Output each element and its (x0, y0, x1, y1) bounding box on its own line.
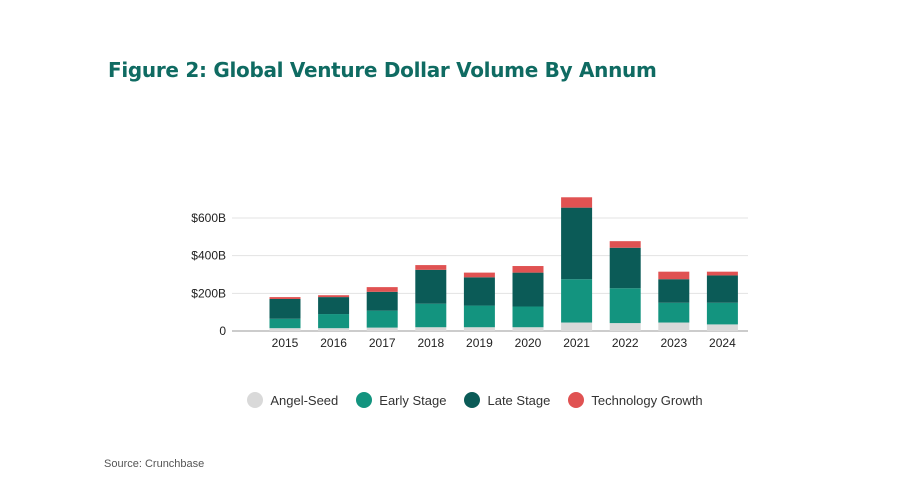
bar-segment-early-stage (512, 306, 544, 328)
x-tick-label: 2020 (515, 336, 542, 350)
y-tick-label: $600B (191, 211, 226, 225)
y-tick-label: $200B (191, 286, 226, 300)
bar-segment-late-stage (609, 247, 641, 289)
chart-title: Figure 2: Global Venture Dollar Volume B… (108, 58, 657, 82)
bar-segment-angel-seed (463, 327, 495, 331)
legend-swatch-angel-seed (247, 392, 264, 408)
legend-swatch-technology-growth (568, 392, 585, 408)
bar-segment-angel-seed (415, 327, 447, 331)
x-tick-label: 2024 (709, 336, 736, 350)
x-tick-label: 2021 (563, 336, 590, 350)
bar-segment-late-stage (463, 277, 495, 306)
bar-segment-late-stage (706, 275, 738, 303)
legend-label-technology-growth: Technology Growth (591, 392, 703, 408)
bar-segment-early-stage (658, 302, 690, 323)
bar-segment-early-stage (561, 279, 593, 323)
legend-swatch-late-stage (464, 392, 481, 408)
legend-label-early-stage: Early Stage (379, 392, 447, 408)
bar-segment-early-stage (706, 302, 738, 325)
source-note: Source: Crunchbase (104, 458, 205, 470)
bar-segment-angel-seed (269, 328, 301, 331)
bar-segment-technology-growth (706, 271, 738, 276)
bar-segment-technology-growth (463, 272, 495, 278)
y-tick-label: 0 (219, 324, 226, 338)
bar-segment-angel-seed (512, 327, 544, 331)
legend-item-early-stage: Early Stage (356, 392, 446, 408)
bar-segment-angel-seed (609, 323, 641, 331)
legend-label-angel-seed: Angel-Seed (270, 392, 339, 408)
bar-segment-technology-growth (658, 271, 690, 280)
chart-legend: Angel-Seed Early Stage Late Stage Techno… (0, 392, 900, 408)
bar-segment-technology-growth (415, 265, 447, 270)
bar-segment-early-stage (463, 305, 495, 328)
bar-segment-late-stage (318, 297, 350, 315)
legend-item-angel-seed: Angel-Seed (247, 392, 338, 408)
bar-segment-angel-seed (658, 322, 690, 331)
bar-segment-early-stage (415, 303, 447, 328)
bar-segment-late-stage (269, 298, 301, 319)
legend-swatch-early-stage (356, 392, 373, 408)
bar-segment-early-stage (318, 314, 350, 329)
x-tick-label: 2015 (272, 336, 299, 350)
bar-segment-early-stage (609, 288, 641, 324)
bar-segment-angel-seed (318, 328, 350, 331)
bar-segment-technology-growth (561, 197, 593, 208)
bar-segment-technology-growth (318, 295, 350, 298)
bar-segment-angel-seed (561, 322, 593, 331)
bar-segment-angel-seed (706, 324, 738, 331)
x-tick-label: 2023 (660, 336, 687, 350)
legend-item-technology-growth: Technology Growth (568, 392, 703, 408)
bar-segment-late-stage (561, 207, 593, 280)
x-tick-label: 2019 (466, 336, 493, 350)
bar-segment-late-stage (512, 272, 544, 307)
bar-segment-technology-growth (366, 287, 398, 292)
bar-segment-early-stage (269, 318, 301, 329)
bar-segment-early-stage (366, 310, 398, 328)
x-tick-label: 2018 (417, 336, 444, 350)
bar-segment-technology-growth (269, 297, 301, 299)
x-tick-label: 2016 (320, 336, 347, 350)
stacked-bar-chart: 0 $200B $400B $600B 2015 2016 2017 2018 2019 2020… (191, 197, 748, 350)
bar-segment-late-stage (415, 269, 447, 304)
y-tick-label: $400B (191, 249, 226, 263)
bar-segment-angel-seed (366, 327, 398, 331)
legend-label-late-stage: Late Stage (487, 392, 551, 408)
legend-item-late-stage: Late Stage (464, 392, 550, 408)
bar-segment-technology-growth (609, 241, 641, 248)
x-tick-label: 2022 (612, 336, 639, 350)
x-tick-label: 2017 (369, 336, 396, 350)
bar-segment-late-stage (366, 291, 398, 311)
bar-segment-technology-growth (512, 266, 544, 273)
bar-segment-late-stage (658, 279, 690, 303)
